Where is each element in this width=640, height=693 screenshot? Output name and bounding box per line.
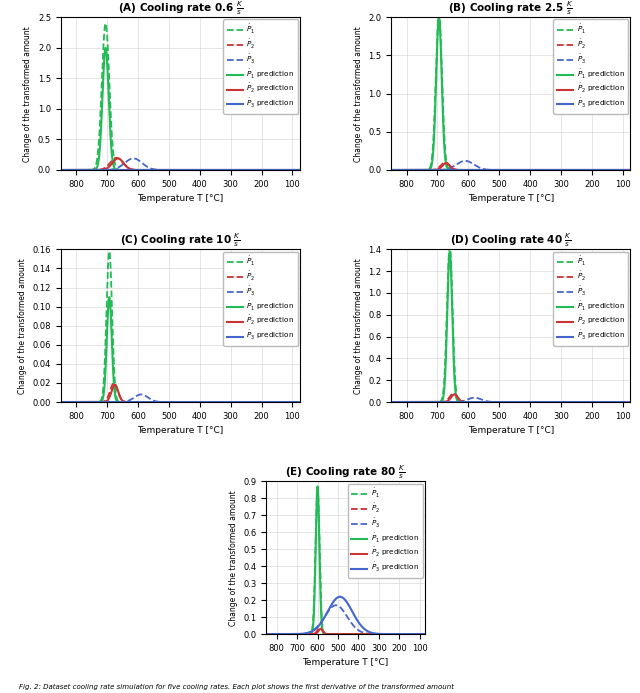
Title: (B) Cooling rate 2.5 $\frac{K}{s}$: (B) Cooling rate 2.5 $\frac{K}{s}$ — [448, 0, 573, 17]
X-axis label: Temperature T [°C]: Temperature T [°C] — [138, 426, 223, 435]
Y-axis label: Change of the transformed amount: Change of the transformed amount — [354, 26, 363, 161]
Text: Fig. 2: Dataset cooling rate simulation for five cooling rates. Each plot shows : Fig. 2: Dataset cooling rate simulation … — [19, 683, 454, 690]
X-axis label: Temperature T [°C]: Temperature T [°C] — [468, 194, 554, 203]
Y-axis label: Change of the transformed amount: Change of the transformed amount — [353, 258, 362, 394]
Legend: $\dot{P}_1$, $\dot{P}_2$, $\dot{P}_3$, $\dot{P}_1$ prediction, $\dot{P}_2$ predi: $\dot{P}_1$, $\dot{P}_2$, $\dot{P}_3$, $… — [554, 252, 628, 346]
Y-axis label: Change of the transformed amount: Change of the transformed amount — [18, 258, 27, 394]
Title: (C) Cooling rate 10 $\frac{K}{s}$: (C) Cooling rate 10 $\frac{K}{s}$ — [120, 232, 241, 249]
Title: (E) Cooling rate 80 $\frac{K}{s}$: (E) Cooling rate 80 $\frac{K}{s}$ — [285, 464, 406, 482]
Legend: $\dot{P}_1$, $\dot{P}_2$, $\dot{P}_3$, $\dot{P}_1$ prediction, $\dot{P}_2$ predi: $\dot{P}_1$, $\dot{P}_2$, $\dot{P}_3$, $… — [554, 19, 628, 114]
Legend: $\dot{P}_1$, $\dot{P}_2$, $\dot{P}_3$, $\dot{P}_1$ prediction, $\dot{P}_2$ predi: $\dot{P}_1$, $\dot{P}_2$, $\dot{P}_3$, $… — [348, 484, 422, 578]
Title: (A) Cooling rate 0.6 $\frac{K}{s}$: (A) Cooling rate 0.6 $\frac{K}{s}$ — [118, 0, 243, 17]
X-axis label: Temperature T [°C]: Temperature T [°C] — [303, 658, 388, 667]
X-axis label: Temperature T [°C]: Temperature T [°C] — [468, 426, 554, 435]
Legend: $\dot{P}_1$, $\dot{P}_2$, $\dot{P}_3$, $\dot{P}_1$ prediction, $\dot{P}_2$ predi: $\dot{P}_1$, $\dot{P}_2$, $\dot{P}_3$, $… — [223, 19, 298, 114]
X-axis label: Temperature T [°C]: Temperature T [°C] — [138, 194, 223, 203]
Y-axis label: Change of the transformed amount: Change of the transformed amount — [24, 26, 33, 161]
Legend: $\dot{P}_1$, $\dot{P}_2$, $\dot{P}_3$, $\dot{P}_1$ prediction, $\dot{P}_2$ predi: $\dot{P}_1$, $\dot{P}_2$, $\dot{P}_3$, $… — [223, 252, 298, 346]
Y-axis label: Change of the transformed amount: Change of the transformed amount — [229, 490, 238, 626]
Title: (D) Cooling rate 40 $\frac{K}{s}$: (D) Cooling rate 40 $\frac{K}{s}$ — [450, 232, 572, 249]
